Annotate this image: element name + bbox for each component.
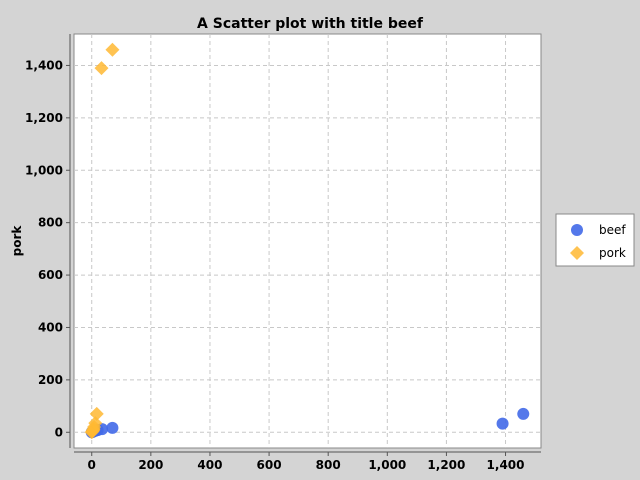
legend-box xyxy=(555,213,635,267)
beef-point xyxy=(106,421,119,434)
legend-marker-pork xyxy=(570,246,584,260)
pork-point xyxy=(105,42,120,57)
chart-title: A Scatter plot with title beef xyxy=(197,16,424,32)
x-tick-label: 600 xyxy=(257,458,282,472)
axes: 0 200 400 600 800 1,000 1,200 1,400 0 200 400 600 80… xyxy=(25,34,541,472)
x-tick-label: 200 xyxy=(138,458,163,472)
legend-label-pork: pork xyxy=(599,246,626,260)
pork-point xyxy=(88,416,103,431)
series-pork xyxy=(84,42,120,440)
gridlines xyxy=(74,34,541,448)
pork-point xyxy=(94,61,109,76)
legend-label-beef: beef xyxy=(599,223,626,237)
plot-area xyxy=(73,33,542,449)
beef-point xyxy=(496,417,509,430)
y-tick-label: 1,200 xyxy=(25,111,63,125)
legend-marker-beef xyxy=(571,224,583,236)
y-tick-label: 1,000 xyxy=(25,163,63,177)
y-tick-label: 0 xyxy=(55,425,63,439)
pork-point xyxy=(89,406,104,421)
x-tick-label: 1,400 xyxy=(487,458,525,472)
x-tick-label: 400 xyxy=(197,458,222,472)
y-tick-label: 800 xyxy=(38,216,63,230)
y-tick-label: 1,400 xyxy=(25,58,63,72)
x-tick-label: 1,000 xyxy=(368,458,406,472)
legend: beef pork xyxy=(555,213,635,267)
x-tick-label: 0 xyxy=(88,458,96,472)
data-marks xyxy=(84,42,530,440)
beef-point xyxy=(517,407,530,420)
y-tick-label: 200 xyxy=(38,373,63,387)
x-tick-label: 1,200 xyxy=(427,458,465,472)
x-tick-label: 800 xyxy=(316,458,341,472)
legend-items: beef pork xyxy=(570,223,626,260)
y-tick-label: 600 xyxy=(38,268,63,282)
y-tick-label: 400 xyxy=(38,320,63,334)
y-axis-label: pork xyxy=(10,225,24,257)
